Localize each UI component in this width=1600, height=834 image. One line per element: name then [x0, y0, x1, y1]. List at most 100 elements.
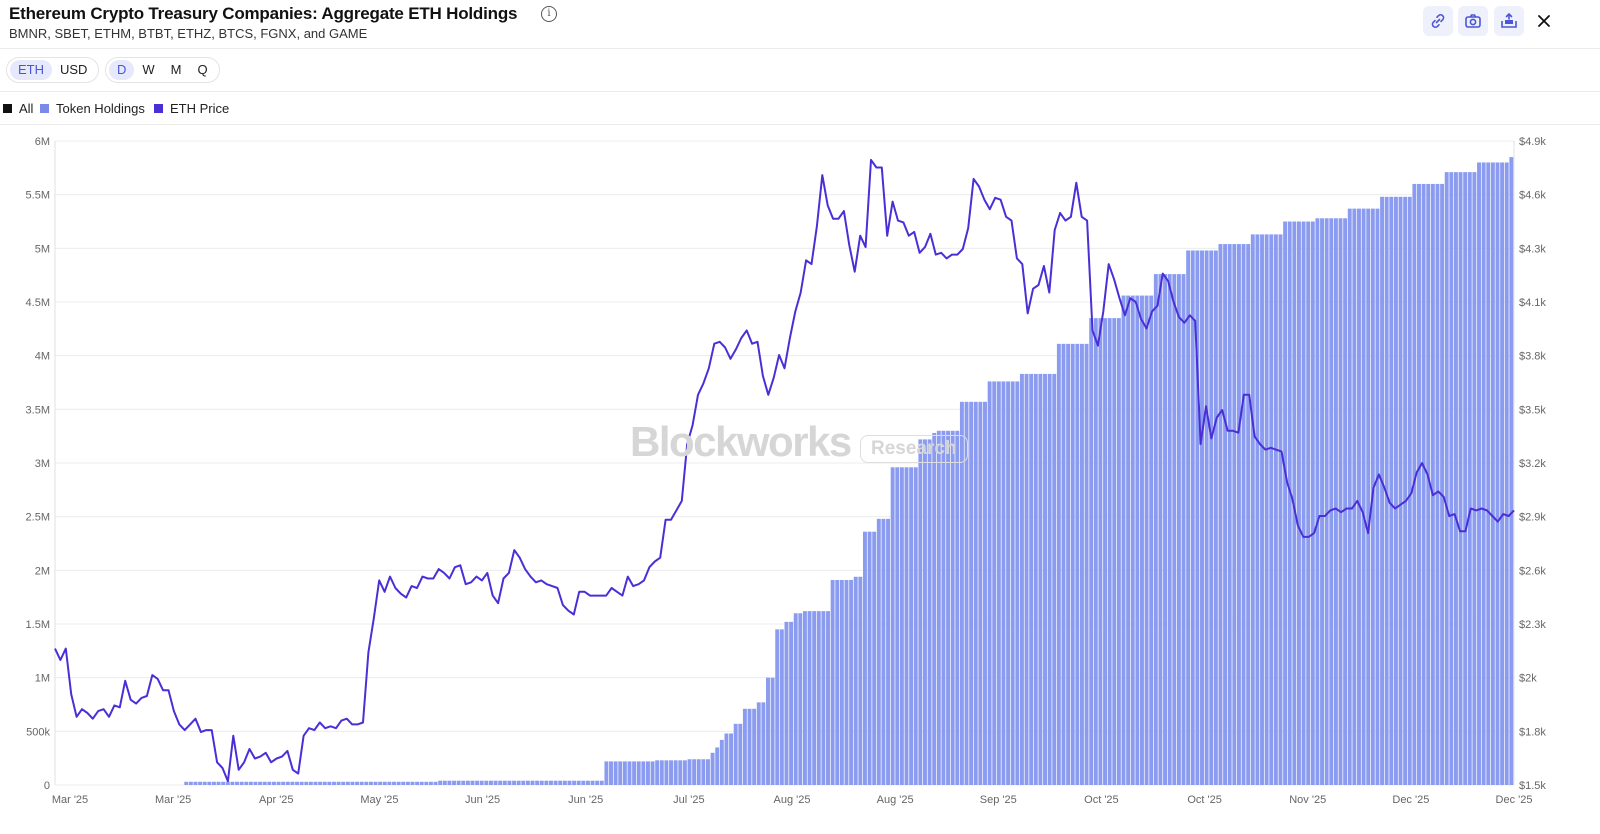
- token-holdings-bar: [1504, 162, 1509, 785]
- period-option-m[interactable]: M: [170, 62, 182, 77]
- token-holdings-bar: [604, 761, 609, 785]
- right-y-tick-label: $3.8k: [1519, 351, 1546, 363]
- token-holdings-bar: [789, 621, 794, 785]
- info-icon[interactable]: i: [541, 6, 557, 22]
- right-y-tick-label: $4.3k: [1519, 243, 1546, 255]
- unit-option-eth[interactable]: ETH: [10, 60, 52, 80]
- token-holdings-bar: [1440, 183, 1445, 785]
- token-holdings-bar: [230, 781, 235, 785]
- token-holdings-bar: [978, 401, 983, 785]
- token-holdings-bar: [1458, 172, 1463, 786]
- embed-button[interactable]: [1494, 6, 1524, 36]
- token-holdings-bar: [918, 439, 923, 785]
- token-holdings-bar: [1176, 274, 1181, 785]
- token-holdings-bar: [1393, 196, 1398, 785]
- legend-swatch-all: [3, 104, 12, 113]
- right-y-tick-label: $3.5k: [1519, 404, 1546, 416]
- token-holdings-bar: [1200, 250, 1204, 786]
- token-holdings-bar: [1509, 157, 1514, 786]
- token-holdings-bar: [336, 781, 341, 785]
- token-holdings-bar: [996, 381, 1001, 785]
- unit-option-usd[interactable]: USD: [60, 62, 88, 77]
- token-holdings-bar: [447, 780, 452, 785]
- chart-controls: ETH USD D W M Q: [0, 49, 1600, 92]
- left-y-tick-label: 1M: [35, 673, 50, 685]
- x-tick-label: Oct '25: [1084, 794, 1119, 806]
- token-holdings-bar: [396, 781, 401, 785]
- token-holdings-bar: [549, 780, 553, 785]
- token-holdings-bar: [1140, 295, 1144, 785]
- token-holdings-bar: [844, 579, 849, 785]
- token-holdings-bar: [1186, 250, 1191, 786]
- token-holdings-bar: [659, 760, 664, 785]
- page-subtitle: BMNR, SBET, ETHM, BTBT, ETHZ, BTCS, FGNX…: [9, 26, 368, 41]
- close-button[interactable]: [1529, 6, 1559, 36]
- token-holdings-bar: [761, 702, 766, 785]
- legend-item-token-holdings[interactable]: Token Holdings: [40, 101, 145, 116]
- x-tick-label: Apr '25: [259, 794, 294, 806]
- screenshot-button[interactable]: [1458, 6, 1488, 36]
- left-y-tick-label: 5M: [35, 243, 50, 255]
- token-holdings-bar: [1075, 343, 1080, 785]
- token-holdings-bar: [729, 733, 734, 785]
- token-holdings-bar: [1361, 208, 1366, 785]
- token-holdings-bar: [1407, 196, 1412, 785]
- token-holdings-bar: [1015, 381, 1020, 785]
- token-holdings-bar: [1130, 295, 1135, 785]
- token-holdings-bar: [682, 760, 687, 785]
- token-holdings-bar: [650, 761, 655, 785]
- token-holdings-bar: [853, 576, 858, 785]
- chart-legend: All Token Holdings ETH Price: [0, 92, 1600, 125]
- token-holdings-bar: [512, 780, 517, 785]
- left-y-axis: 0 500k 1M 1.5M 2M 2.5M 3M 3.5M 4M 4.5M 5M 5.5M 6M: [26, 136, 51, 792]
- token-holdings-bar: [886, 518, 890, 785]
- token-holdings-bar: [355, 781, 360, 785]
- camera-icon: [1465, 14, 1481, 28]
- token-holdings-bar: [807, 611, 812, 785]
- token-holdings-bar: [987, 381, 992, 785]
- token-holdings-bar: [1218, 244, 1223, 785]
- token-holdings-bar: [1449, 172, 1454, 786]
- token-holdings-bar: [1347, 208, 1352, 785]
- token-holdings-bar: [770, 677, 775, 785]
- token-holdings-bar: [341, 781, 346, 785]
- legend-label-token-holdings: Token Holdings: [56, 101, 145, 116]
- token-holdings-bar: [1144, 295, 1149, 785]
- token-holdings-bar: [673, 760, 678, 785]
- token-holdings-bar: [1213, 250, 1218, 786]
- token-holdings-bar: [1209, 250, 1214, 786]
- period-option-d[interactable]: D: [109, 60, 135, 80]
- token-holdings-bar: [775, 629, 780, 785]
- token-holdings-bar: [1255, 234, 1260, 785]
- copy-link-button[interactable]: [1423, 6, 1453, 36]
- token-holdings-bar: [484, 780, 489, 785]
- token-holdings-bar: [1398, 196, 1403, 785]
- token-holdings-bar: [1126, 295, 1131, 785]
- chart-area: 0 500k 1M 1.5M 2M 2.5M 3M 3.5M 4M 4.5M 5M 5.5M 6M $1…: [26, 136, 1547, 806]
- token-holdings-bar: [890, 467, 895, 785]
- token-holdings-bar: [802, 611, 807, 785]
- right-y-tick-label: $2k: [1519, 673, 1537, 685]
- token-holdings-bar: [1006, 381, 1011, 785]
- token-holdings-bar: [618, 761, 623, 785]
- token-holdings-bar: [211, 781, 216, 785]
- token-holdings-bars: [184, 157, 1514, 786]
- period-option-q[interactable]: Q: [197, 62, 208, 77]
- token-holdings-bar: [1172, 274, 1177, 785]
- token-holdings-bar: [290, 781, 295, 785]
- token-holdings-bar: [456, 780, 461, 785]
- legend-label-all: All: [19, 101, 34, 116]
- token-holdings-bar: [1329, 218, 1334, 785]
- token-holdings-bar: [719, 739, 724, 785]
- legend-item-all[interactable]: All: [3, 101, 33, 116]
- token-holdings-bar: [1190, 250, 1195, 786]
- token-holdings-bar: [1047, 373, 1052, 785]
- token-holdings-bar: [876, 518, 881, 785]
- period-option-w[interactable]: W: [142, 62, 155, 77]
- legend-item-eth-price[interactable]: ETH Price: [154, 101, 229, 116]
- token-holdings-bar: [1495, 162, 1500, 785]
- token-holdings-bar: [696, 759, 701, 785]
- token-holdings-bar: [465, 780, 470, 785]
- right-y-tick-label: $3.2k: [1519, 458, 1546, 470]
- token-holdings-bar: [627, 761, 632, 785]
